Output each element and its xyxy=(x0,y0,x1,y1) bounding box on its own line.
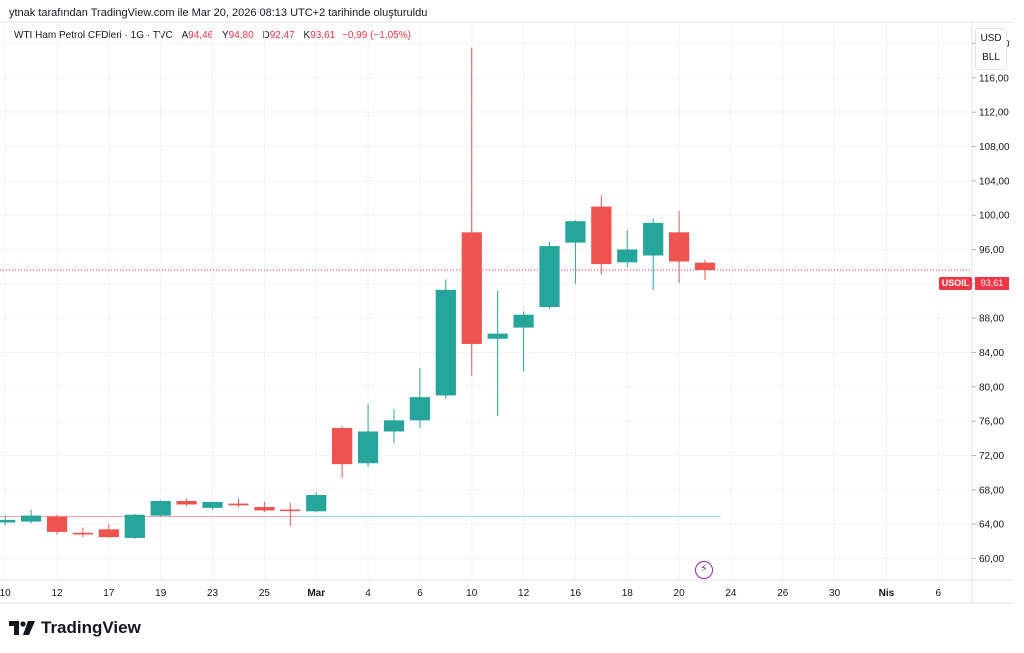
candle-body xyxy=(668,232,690,262)
candle-body xyxy=(280,509,301,512)
candle-body xyxy=(254,507,275,511)
candle-body xyxy=(409,397,431,421)
high-value: 94,80 xyxy=(228,30,254,41)
y-tick-label: 80,00 xyxy=(979,382,1004,393)
last-price-label: 93,61 xyxy=(975,277,1009,290)
x-tick-label: 12 xyxy=(518,588,530,599)
x-tick-label: 17 xyxy=(103,588,115,599)
y-tick-label: 88,00 xyxy=(979,314,1004,325)
candle-body xyxy=(643,222,664,256)
x-tick-label: 23 xyxy=(207,588,219,599)
x-axis-ticks: 10 12 17 19 23 25 Mar 4 6 10 12 16 18 20 24 26 30 Nis 6 xyxy=(0,588,942,599)
candle-body xyxy=(228,503,249,506)
x-tick-label: Mar xyxy=(307,588,325,599)
lightning-event-icon[interactable]: ⚡ xyxy=(695,561,713,579)
candle-body xyxy=(565,221,586,243)
y-tick-label: 68,00 xyxy=(979,485,1004,496)
candle-body xyxy=(591,206,612,265)
y-tick-label: 108,00 xyxy=(979,142,1010,153)
y-tick-label: 72,00 xyxy=(979,451,1004,462)
brand-name: TradingView xyxy=(41,618,141,637)
candle-body xyxy=(98,529,119,538)
candle-body xyxy=(461,232,482,344)
symbol-price-tag: USOIL xyxy=(939,277,972,290)
candle-body xyxy=(539,246,560,308)
y-tick-label: 64,00 xyxy=(979,520,1004,531)
unit-label: BLL xyxy=(982,52,1000,63)
x-tick-label: 25 xyxy=(259,588,271,599)
candle-body xyxy=(487,333,508,339)
symbol-name[interactable]: WTI Ham Petrol CFDleri · 1G · TVC xyxy=(14,30,173,41)
x-tick-label: 24 xyxy=(725,588,737,599)
x-tick-label: 20 xyxy=(674,588,686,599)
tradingview-logo[interactable]: TradingView xyxy=(9,618,141,638)
y-tick-label: 116,00 xyxy=(979,73,1009,84)
open-value: 94,46 xyxy=(188,30,214,41)
x-tick-label: 30 xyxy=(829,588,841,599)
candle-body xyxy=(0,519,16,523)
currency-label: USD xyxy=(980,33,1002,44)
x-tick-label: 26 xyxy=(777,588,789,599)
y-tick-label: 84,00 xyxy=(979,348,1004,359)
candle-body xyxy=(176,501,197,505)
y-tick-label: 112,00 xyxy=(979,108,1009,119)
y-tick-label: 100,00 xyxy=(979,211,1010,222)
x-tick-label: 6 xyxy=(417,588,423,599)
x-tick-label: 10 xyxy=(466,588,478,599)
y-tick-label: 104,00 xyxy=(979,176,1010,187)
x-tick-label: 4 xyxy=(365,588,371,599)
y-tick-label: 76,00 xyxy=(979,417,1004,428)
candle-body xyxy=(357,431,379,464)
close-label: K xyxy=(303,30,311,41)
candle-body xyxy=(46,516,68,532)
x-tick-label: 12 xyxy=(51,588,63,599)
y-axis-ticks: 60,00 64,00 68,00 72,00 76,00 80,00 84,00 88,00… xyxy=(972,39,1010,565)
candle-body xyxy=(20,515,42,522)
tradingview-logo-icon xyxy=(9,621,35,635)
change-value: −0,99 (−1,05%) xyxy=(342,30,411,41)
x-tick-label: 6 xyxy=(936,588,942,599)
y-tick-label: 60,00 xyxy=(979,554,1004,565)
candle-body xyxy=(694,262,716,271)
header-attribution: ytnak tarafından TradingView.com ile Mar… xyxy=(9,7,428,19)
candle-body xyxy=(383,420,405,432)
candle-body xyxy=(513,314,534,328)
candles xyxy=(0,47,716,539)
x-tick-label: 10 xyxy=(0,588,11,599)
low-label: D xyxy=(262,30,270,41)
x-tick-label: 18 xyxy=(622,588,634,599)
candle-body xyxy=(202,501,223,508)
currency-unit-selector[interactable]: USD BLL xyxy=(975,28,1007,70)
candle-body xyxy=(150,501,171,516)
candle-body xyxy=(617,249,638,263)
y-tick-label: 96,00 xyxy=(979,245,1004,256)
x-tick-label: 16 xyxy=(570,588,582,599)
candle-body xyxy=(332,428,353,465)
candle-body xyxy=(435,289,456,396)
close-value: 93,61 xyxy=(310,30,336,41)
grid-lines xyxy=(0,22,972,580)
high-label: Y xyxy=(221,30,229,41)
candle-body xyxy=(306,495,327,512)
low-value: 92,47 xyxy=(269,30,295,41)
candle-body xyxy=(72,532,94,535)
candle-body xyxy=(124,514,145,538)
x-tick-label: Nis xyxy=(879,588,895,599)
x-tick-label: 19 xyxy=(155,588,167,599)
open-label: A xyxy=(181,30,189,41)
symbol-legend: WTI Ham Petrol CFDleri · 1G · TVC A94,46… xyxy=(14,30,411,41)
